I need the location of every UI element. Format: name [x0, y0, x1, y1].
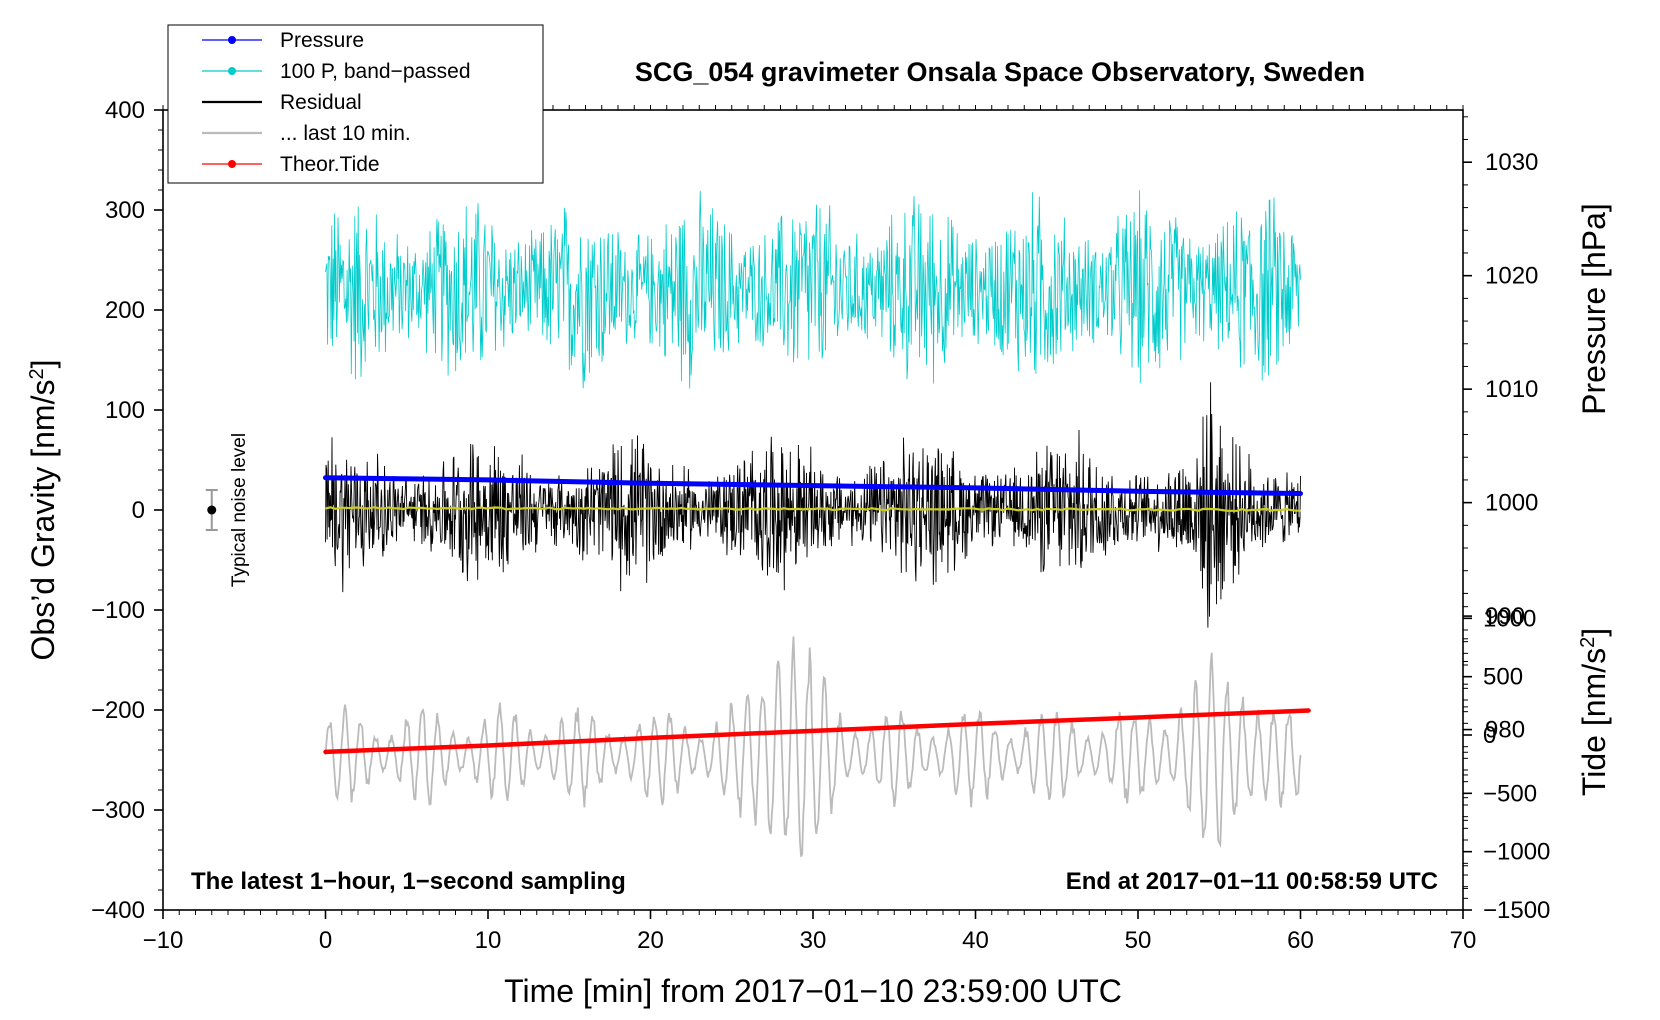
- pressure-tick-label: 990: [1485, 603, 1525, 630]
- tide-tick-label: 500: [1483, 664, 1523, 691]
- y-tick-label: 0: [132, 497, 145, 524]
- x-axis-title: Time [min] from 2017−01−10 23:59:00 UTC: [504, 973, 1122, 1009]
- x-tick-label: −10: [143, 927, 184, 954]
- series-last-10-min: [324, 636, 1302, 858]
- chart-title: SCG_054 gravimeter Onsala Space Observat…: [635, 57, 1365, 87]
- legend-marker: [228, 36, 236, 44]
- legend-label: Theor.Tide: [280, 153, 380, 176]
- x-tick-label: 30: [800, 927, 827, 954]
- y-tick-label: −100: [91, 597, 145, 624]
- pressure-tick-label: 1000: [1485, 490, 1538, 517]
- y-tick-label: 100: [105, 397, 145, 424]
- legend: Pressure 100 P, band−passed Residual ... la…: [167, 24, 544, 184]
- series-pressure: [323, 475, 1303, 496]
- y-tick-label: 300: [105, 197, 145, 224]
- tide-tick-label: −500: [1483, 780, 1537, 807]
- x-tick-label: 70: [1450, 927, 1477, 954]
- pressure-axis-title: Pressure [hPa]: [1576, 203, 1612, 415]
- y-axis-title-end: ]: [25, 360, 61, 369]
- legend-label: Residual: [280, 91, 362, 114]
- series-residual-smoothed: [325, 506, 1301, 512]
- pressure-tick-label: 1010: [1485, 376, 1538, 403]
- x-tick-label: 20: [637, 927, 664, 954]
- legend-marker: [228, 67, 236, 75]
- series-layer: [205, 190, 1311, 858]
- legend-label: 100 P, band−passed: [280, 60, 471, 83]
- legend-marker: [228, 160, 236, 168]
- legend-label: Pressure: [280, 29, 364, 52]
- tide-tick-label: 0: [1483, 722, 1496, 749]
- legend-box: [167, 24, 544, 184]
- series-bandpassed-pressure: [325, 190, 1301, 389]
- y-tick-label: 200: [105, 297, 145, 324]
- x-tick-label: 50: [1125, 927, 1152, 954]
- noise-bar-point: [207, 505, 217, 515]
- y-tick-label: −200: [91, 697, 145, 724]
- y-tick-label: 400: [105, 97, 145, 124]
- y-axis-title: Obs’d Gravity [nm/s2]: [25, 360, 61, 661]
- annotation-end-time: End at 2017−01−11 00:58:59 UTC: [1066, 868, 1438, 895]
- tide-tick-label: −1500: [1483, 897, 1550, 924]
- tide-axis-title-end: ]: [1576, 628, 1612, 637]
- y-tick-label: −300: [91, 797, 145, 824]
- x-tick-label: 10: [475, 927, 502, 954]
- pressure-tick-label: 1020: [1485, 263, 1538, 290]
- tide-axis-title-sup: 2: [1577, 637, 1599, 648]
- tide-tick-label: 1000: [1483, 605, 1536, 632]
- tide-axis-title: Tide [nm/s2]: [1576, 628, 1612, 796]
- y-axis-title-sup: 2: [26, 368, 48, 379]
- tide-tick-label: −1000: [1483, 839, 1550, 866]
- pressure-tick-label: 980: [1485, 717, 1525, 744]
- legend-items: Pressure 100 P, band−passed Residual ... la…: [202, 29, 471, 176]
- tide-axis-title-main: Tide [nm/s: [1576, 648, 1612, 796]
- annotation-sampling: The latest 1−hour, 1−second sampling: [191, 868, 626, 895]
- legend-label: ... last 10 min.: [280, 122, 411, 145]
- y-tick-label: −400: [91, 897, 145, 924]
- x-tick-label: 0: [319, 927, 332, 954]
- pressure-tick-label: 1030: [1485, 149, 1538, 176]
- y-axis-title-main: Obs’d Gravity [nm/s: [25, 380, 61, 661]
- x-tick-label: 40: [962, 927, 989, 954]
- x-tick-label: 60: [1287, 927, 1314, 954]
- series-residual: [325, 382, 1301, 628]
- noise-level-label: Typical noise level: [229, 433, 250, 587]
- series-theoretical-tide: [323, 708, 1311, 755]
